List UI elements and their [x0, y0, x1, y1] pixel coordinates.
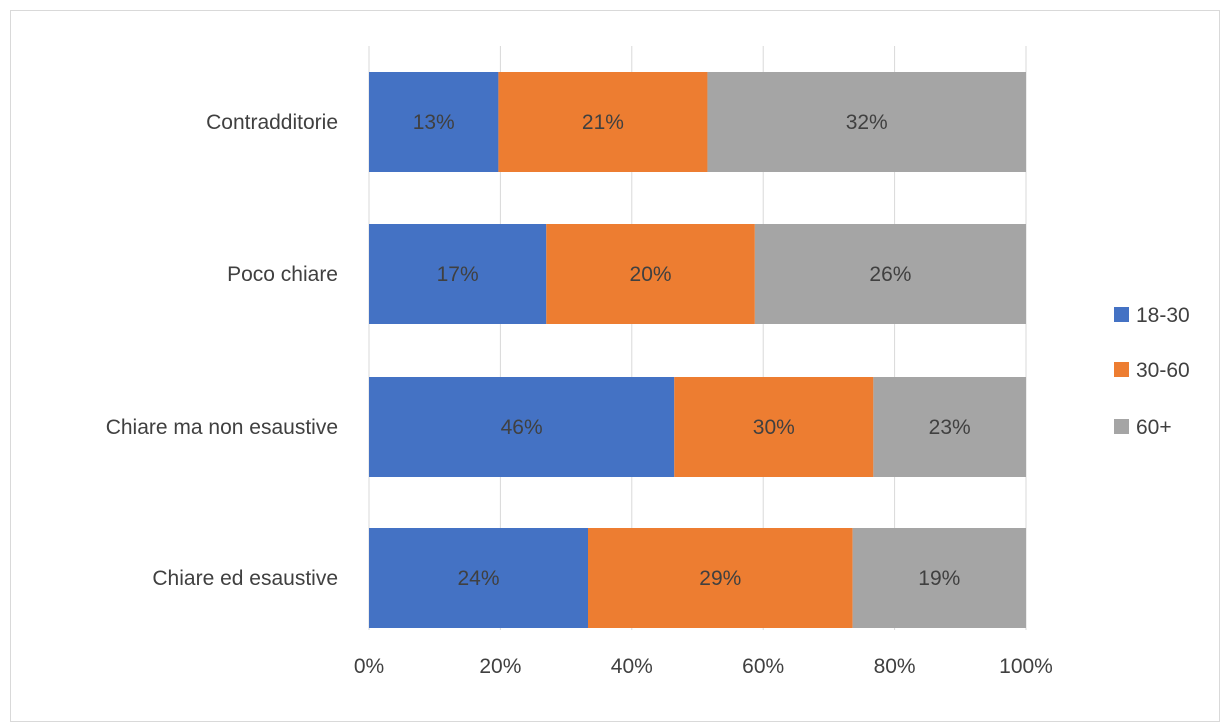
- x-tick-label: 20%: [479, 655, 521, 678]
- data-label: 23%: [929, 416, 971, 439]
- bar-segment: [707, 72, 1026, 172]
- legend-swatch: [1114, 307, 1129, 322]
- category-label: Contradditorie: [206, 111, 338, 134]
- x-tick-label: 0%: [354, 655, 384, 678]
- legend-swatch: [1114, 362, 1129, 377]
- legend-label: 18-30: [1136, 304, 1190, 327]
- data-label: 46%: [501, 416, 543, 439]
- bar-segment: [754, 224, 1026, 324]
- category-labels: Contradditorie Poco chiare Chiare ma non e…: [106, 111, 338, 590]
- data-label: 13%: [413, 111, 455, 134]
- bar-segment: [674, 377, 874, 477]
- legend-label: 30-60: [1136, 359, 1190, 382]
- data-label: 24%: [457, 567, 499, 590]
- x-tick-label: 40%: [611, 655, 653, 678]
- bar-segment: [369, 528, 588, 628]
- category-label: Chiare ed esaustive: [152, 567, 338, 590]
- data-label: 30%: [753, 416, 795, 439]
- bar-segment: [852, 528, 1026, 628]
- data-label: 17%: [437, 263, 479, 286]
- bar-segment: [546, 224, 755, 324]
- bars: 13% 21% 32% 17% 20% 26% 46% 30% 23% 24% 29% 19%: [369, 72, 1026, 628]
- bar-segment: [369, 72, 499, 172]
- bar-segment: [588, 528, 853, 628]
- legend-swatch: [1114, 419, 1129, 434]
- legend-label: 60+: [1136, 416, 1172, 439]
- data-label: 26%: [869, 263, 911, 286]
- bar-segment: [369, 377, 675, 477]
- x-tick-label: 80%: [874, 655, 916, 678]
- data-label: 32%: [846, 111, 888, 134]
- x-tick-label: 60%: [742, 655, 784, 678]
- category-label: Chiare ma non esaustive: [106, 416, 338, 439]
- data-label: 21%: [582, 111, 624, 134]
- data-label: 19%: [918, 567, 960, 590]
- category-label: Poco chiare: [227, 263, 338, 286]
- legend: 18-30 30-60 60+: [1114, 304, 1190, 439]
- bar-segment: [873, 377, 1026, 477]
- x-axis-tick-labels: 0% 20% 40% 60% 80% 100%: [354, 655, 1053, 678]
- data-label: 29%: [699, 567, 741, 590]
- x-tick-label: 100%: [999, 655, 1053, 678]
- data-label: 20%: [630, 263, 672, 286]
- bar-segment: [369, 224, 547, 324]
- bar-segment: [498, 72, 708, 172]
